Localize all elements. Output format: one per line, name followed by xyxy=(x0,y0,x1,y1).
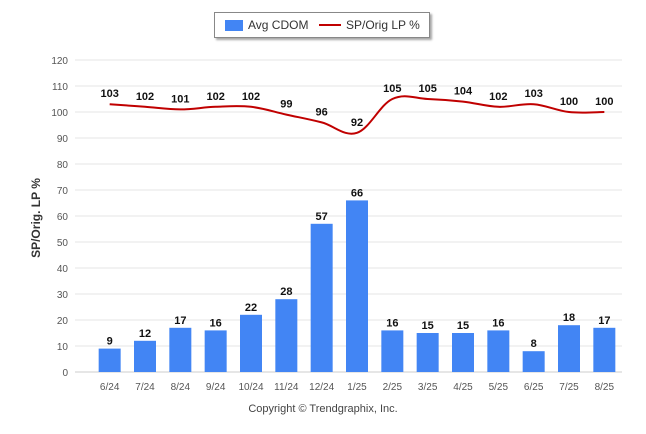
y-tick-label: 100 xyxy=(51,108,68,119)
x-tick-label: 3/25 xyxy=(418,382,438,393)
line-value-label: 102 xyxy=(136,91,154,103)
y-tick-label: 60 xyxy=(57,212,69,223)
bar-value-label: 17 xyxy=(598,315,610,327)
y-tick-label: 70 xyxy=(57,186,69,197)
x-tick-label: 12/24 xyxy=(309,382,334,393)
line-value-label: 99 xyxy=(280,99,292,111)
bar-value-label: 57 xyxy=(316,211,328,223)
bar-value-label: 15 xyxy=(457,320,469,332)
line-value-label: 105 xyxy=(383,83,401,95)
x-tick-label: 8/24 xyxy=(171,382,191,393)
legend-bar-label: Avg CDOM xyxy=(248,18,309,32)
x-tick-label: 1/25 xyxy=(347,382,367,393)
bar xyxy=(593,327,616,372)
x-tick-label: 4/25 xyxy=(453,382,473,393)
line-value-label: 102 xyxy=(242,91,260,103)
bar xyxy=(98,348,121,372)
bar xyxy=(416,333,439,372)
bar xyxy=(134,340,156,372)
legend-bar-swatch xyxy=(225,19,243,31)
bar-value-label: 16 xyxy=(386,317,398,329)
sp-orig-lp-line xyxy=(109,95,605,135)
bar xyxy=(275,299,298,372)
bar-value-label: 18 xyxy=(563,312,575,324)
bar-value-label: 12 xyxy=(139,328,151,340)
bar-value-label: 17 xyxy=(174,315,186,327)
x-tick-label: 6/24 xyxy=(100,382,120,393)
line-labels: 103 102 101 102 102 99 96 92 105 105 104 102 103 100 1… xyxy=(100,83,613,129)
x-tick-label: 2/25 xyxy=(383,382,403,393)
y-tick-label: 90 xyxy=(57,134,69,145)
bar xyxy=(346,200,368,372)
line-value-label: 100 xyxy=(560,96,578,108)
bar xyxy=(452,333,474,372)
bar-value-label: 66 xyxy=(351,187,363,199)
line-value-label: 102 xyxy=(489,91,507,103)
bar xyxy=(381,330,404,372)
legend-line-swatch xyxy=(319,24,341,26)
y-tick-label: 20 xyxy=(57,316,69,327)
y-tick-label: 110 xyxy=(52,82,68,93)
y-tick-label: 40 xyxy=(57,264,69,275)
x-axis-ticks: 6/24 7/24 8/24 9/24 10/24 11/24 12/24 1/25 2/25 3… xyxy=(100,382,615,393)
x-tick-label: 7/24 xyxy=(135,382,155,393)
y-tick-label: 80 xyxy=(57,160,69,171)
line-value-label: 100 xyxy=(595,96,613,108)
x-tick-label: 7/25 xyxy=(559,382,579,393)
y-axis-ticks: 0 10 20 30 40 50 60 70 80 90 100 110 120 xyxy=(51,56,68,379)
line-value-label: 105 xyxy=(418,83,436,95)
bar-value-label: 8 xyxy=(531,338,537,350)
x-tick-label: 5/25 xyxy=(489,382,509,393)
legend-item-line: SP/Orig LP % xyxy=(319,13,420,37)
y-tick-label: 10 xyxy=(57,342,69,353)
line-value-label: 101 xyxy=(171,93,189,105)
bar xyxy=(169,327,192,372)
bar-value-label: 16 xyxy=(210,317,222,329)
line-value-label: 92 xyxy=(351,117,363,129)
line-value-label: 102 xyxy=(206,91,224,103)
line-value-label: 103 xyxy=(100,88,118,100)
bar-value-label: 16 xyxy=(492,317,504,329)
y-axis-title: SP/Orig. LP % xyxy=(29,178,43,258)
legend: Avg CDOM SP/Orig LP % xyxy=(214,12,430,38)
line-series xyxy=(109,95,605,135)
bar xyxy=(558,325,580,372)
x-tick-label: 6/25 xyxy=(524,382,544,393)
y-tick-label: 0 xyxy=(62,368,68,379)
line-value-label: 104 xyxy=(454,86,473,98)
bar xyxy=(204,330,227,372)
bars xyxy=(98,200,616,372)
bar-value-label: 22 xyxy=(245,302,257,314)
bar xyxy=(240,314,262,372)
y-tick-label: 30 xyxy=(57,290,69,301)
bar xyxy=(310,223,333,372)
bar-value-label: 28 xyxy=(280,286,292,298)
line-value-label: 103 xyxy=(524,88,542,100)
legend-item-bar: Avg CDOM xyxy=(225,13,308,37)
x-tick-label: 9/24 xyxy=(206,382,226,393)
copyright-text: Copyright © Trendgraphix, Inc. xyxy=(248,403,398,415)
bar xyxy=(522,351,545,372)
y-tick-label: 50 xyxy=(57,238,69,249)
x-tick-label: 8/25 xyxy=(595,382,615,393)
bar-labels: 9 12 17 16 22 28 57 66 16 15 15 16 8 18 17 xyxy=(107,187,611,350)
bar-value-label: 15 xyxy=(422,320,434,332)
line-value-label: 96 xyxy=(316,106,328,118)
x-tick-label: 11/24 xyxy=(274,382,299,393)
bar-value-label: 9 xyxy=(107,336,113,348)
x-tick-label: 10/24 xyxy=(238,382,263,393)
bar xyxy=(487,330,510,372)
y-tick-label: 120 xyxy=(51,56,68,67)
legend-line-label: SP/Orig LP % xyxy=(346,18,420,32)
